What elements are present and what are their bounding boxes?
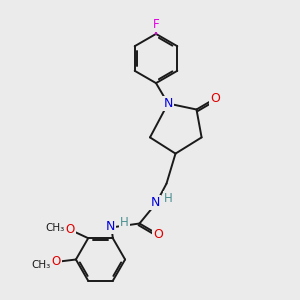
Text: F: F — [153, 18, 159, 31]
Text: N: N — [150, 196, 160, 209]
Text: N: N — [106, 220, 116, 233]
Text: N: N — [163, 97, 173, 110]
Text: O: O — [66, 223, 75, 236]
Text: CH₃: CH₃ — [45, 223, 64, 233]
Text: O: O — [211, 92, 220, 105]
Text: H: H — [164, 191, 173, 205]
Text: O: O — [52, 255, 61, 268]
Text: O: O — [154, 228, 163, 241]
Text: H: H — [120, 215, 129, 229]
Text: CH₃: CH₃ — [31, 260, 50, 271]
